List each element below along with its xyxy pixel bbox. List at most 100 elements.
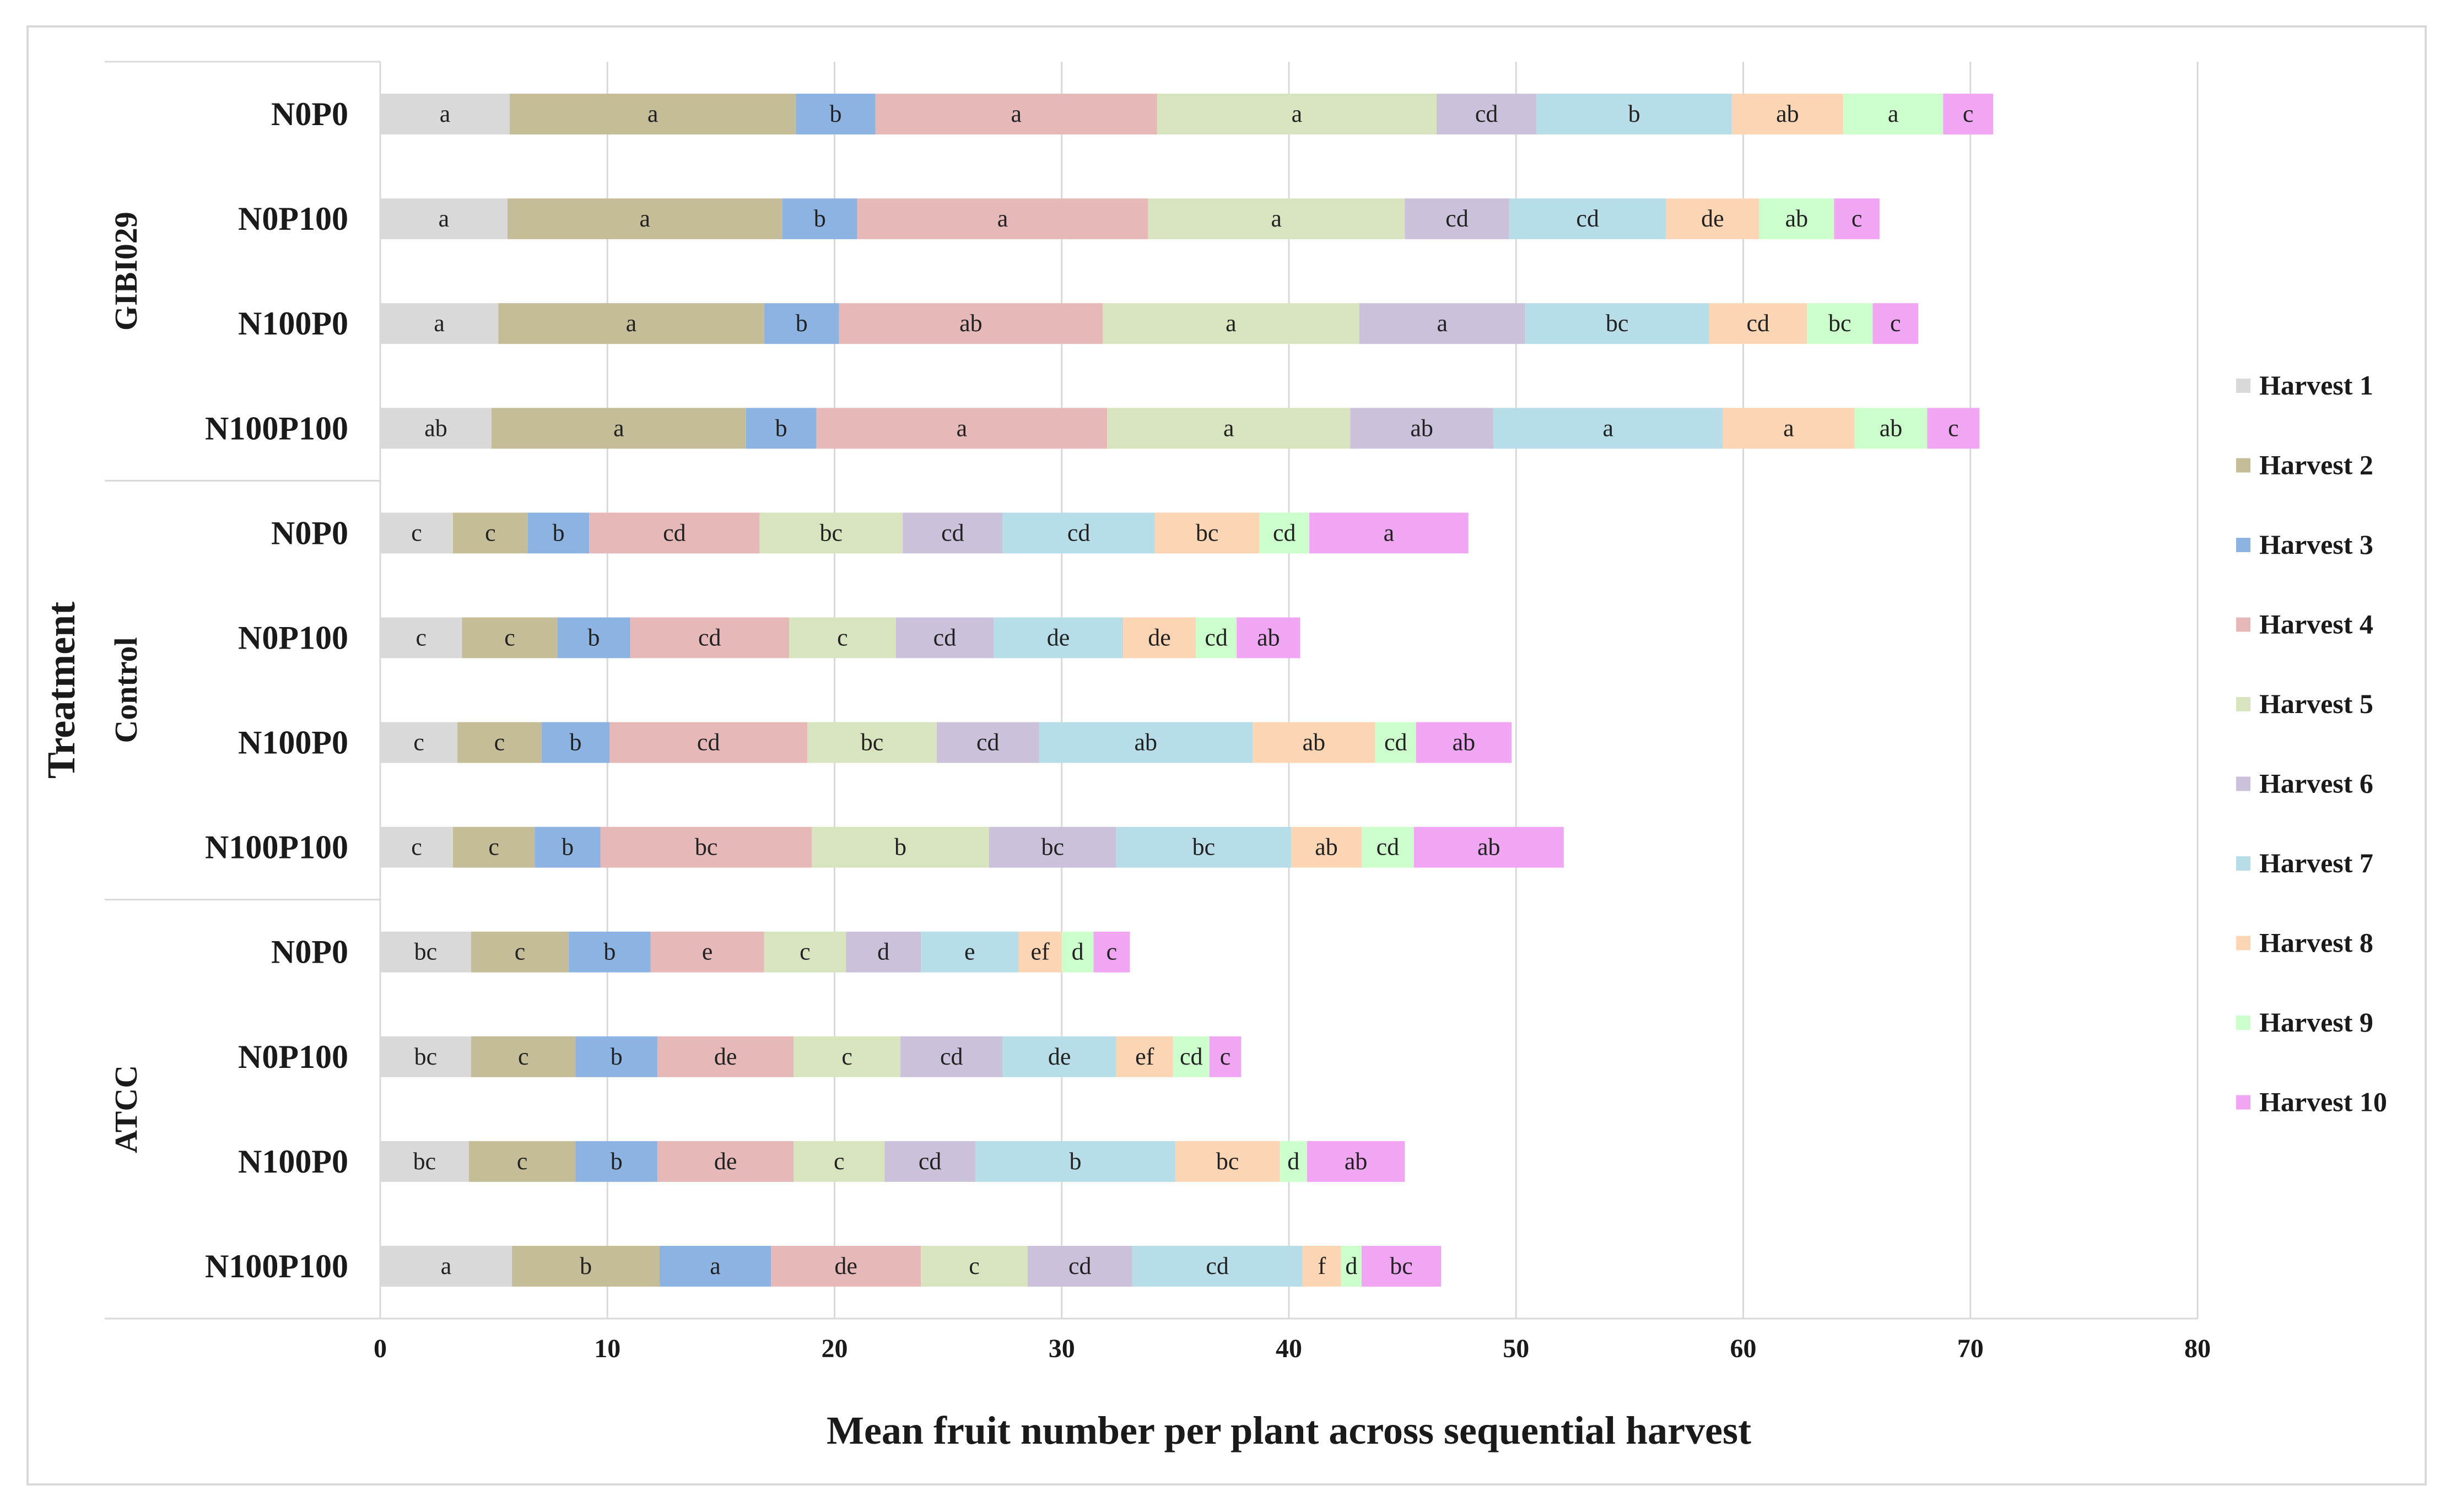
category-label: N100P100 — [205, 829, 348, 866]
significance-letter: c — [1220, 1043, 1231, 1070]
bar-segment — [1416, 722, 1512, 763]
category-label: N100P0 — [238, 305, 348, 342]
bar-segment — [807, 722, 937, 763]
significance-letter: b — [562, 834, 574, 861]
significance-letter: bc — [1828, 310, 1852, 337]
legend-label: Harvest 6 — [2259, 768, 2373, 799]
significance-letter: a — [434, 310, 445, 337]
significance-letter: c — [504, 624, 515, 651]
significance-letter: b — [553, 519, 565, 546]
x-tick-label: 60 — [1730, 1334, 1757, 1363]
significance-letter: cd — [697, 729, 720, 756]
bar-segment — [1666, 198, 1759, 240]
bar-segment — [575, 1036, 657, 1077]
legend-label: Harvest 7 — [2259, 847, 2373, 878]
bar-segment — [921, 1245, 1028, 1287]
bar-segment — [937, 722, 1039, 763]
category-label: N0P0 — [271, 515, 348, 551]
x-tick-label: 30 — [1049, 1334, 1075, 1363]
legend-label: Harvest 4 — [2259, 609, 2373, 640]
bar-segment — [903, 512, 1003, 554]
bar-segment — [1436, 94, 1537, 135]
significance-letter: d — [1345, 1252, 1357, 1279]
bar-segment — [380, 1245, 512, 1287]
significance-letter: cd — [976, 729, 1000, 756]
significance-letter: a — [1783, 414, 1794, 441]
significance-letter: c — [1106, 938, 1118, 965]
significance-letter: cd — [698, 624, 721, 651]
bar-segment — [380, 1036, 471, 1077]
bar-segment — [1350, 408, 1494, 449]
significance-letter: d — [877, 938, 889, 965]
bar-segment — [471, 931, 569, 973]
significance-letter: c — [1890, 310, 1901, 337]
significance-letter: c — [1963, 100, 1974, 127]
significance-letter: de — [714, 1043, 737, 1070]
bar-segment — [380, 303, 499, 344]
significance-letter: de — [1048, 1043, 1071, 1070]
significance-letter: cd — [1273, 519, 1296, 546]
bar-segment — [1405, 198, 1509, 240]
category-label: N100P0 — [238, 725, 348, 761]
significance-letter: a — [1011, 100, 1022, 127]
significance-letter: cd — [1377, 834, 1400, 861]
group-label: GIBI029 — [108, 212, 144, 331]
bar-segment — [569, 931, 651, 973]
significance-letter: b — [1069, 1148, 1081, 1175]
significance-letter: bc — [861, 729, 884, 756]
significance-letter: a — [441, 1252, 452, 1279]
significance-letter: b — [588, 624, 600, 651]
bar-segment — [575, 1141, 657, 1182]
significance-letter: b — [796, 310, 808, 337]
bar-segment — [509, 94, 796, 135]
bar-segment — [857, 198, 1148, 240]
bar-segment — [1107, 408, 1351, 449]
bar-segment — [1309, 512, 1469, 554]
significance-letter: cd — [1747, 310, 1770, 337]
bar-segment — [535, 827, 601, 868]
x-tick-label: 10 — [594, 1334, 620, 1363]
significance-letter: b — [611, 1148, 623, 1175]
bar-segment — [1341, 1245, 1362, 1287]
significance-letter: cd — [1384, 729, 1407, 756]
legend-swatch — [2236, 697, 2250, 711]
bar-segment — [764, 931, 846, 973]
legend-label: Harvest 5 — [2259, 688, 2373, 719]
bar-segment — [1806, 303, 1873, 344]
category-label: N100P100 — [205, 1248, 348, 1284]
significance-letter: c — [518, 1043, 529, 1070]
significance-letter: b — [1628, 100, 1640, 127]
bar-segment — [1359, 303, 1525, 344]
bar-segment — [452, 827, 535, 868]
significance-letter: bc — [1196, 519, 1219, 546]
bar-segment — [789, 617, 896, 658]
significance-letter: c — [834, 1148, 845, 1175]
significance-letter: a — [1602, 414, 1613, 441]
bar-segment — [1237, 617, 1300, 658]
bar-segment — [657, 1036, 794, 1077]
legend-swatch — [2236, 1095, 2250, 1110]
bar-segment — [1731, 94, 1843, 135]
bar-segment — [1361, 827, 1414, 868]
bar-segment — [975, 1141, 1175, 1182]
significance-letter: c — [1948, 414, 1959, 441]
category-label: N0P0 — [271, 934, 348, 970]
bar-segment — [471, 1036, 576, 1077]
significance-letter: a — [710, 1252, 721, 1279]
bar-segment — [1943, 94, 1993, 135]
significance-letter: ab — [1453, 729, 1476, 756]
significance-letter: a — [613, 414, 624, 441]
significance-letter: c — [969, 1252, 980, 1279]
significance-letter: a — [439, 205, 450, 232]
significance-letter: bc — [1041, 834, 1064, 861]
significance-letter: a — [1226, 310, 1237, 337]
significance-letter: c — [485, 519, 496, 546]
bar-segment — [660, 1245, 771, 1287]
bar-segment — [507, 198, 782, 240]
bar-segment — [1291, 827, 1362, 868]
significance-letter: a — [1437, 310, 1448, 337]
bar-segment — [657, 1141, 794, 1182]
legend-swatch — [2236, 776, 2250, 791]
significance-letter: a — [997, 205, 1008, 232]
bar-segment — [1493, 408, 1723, 449]
